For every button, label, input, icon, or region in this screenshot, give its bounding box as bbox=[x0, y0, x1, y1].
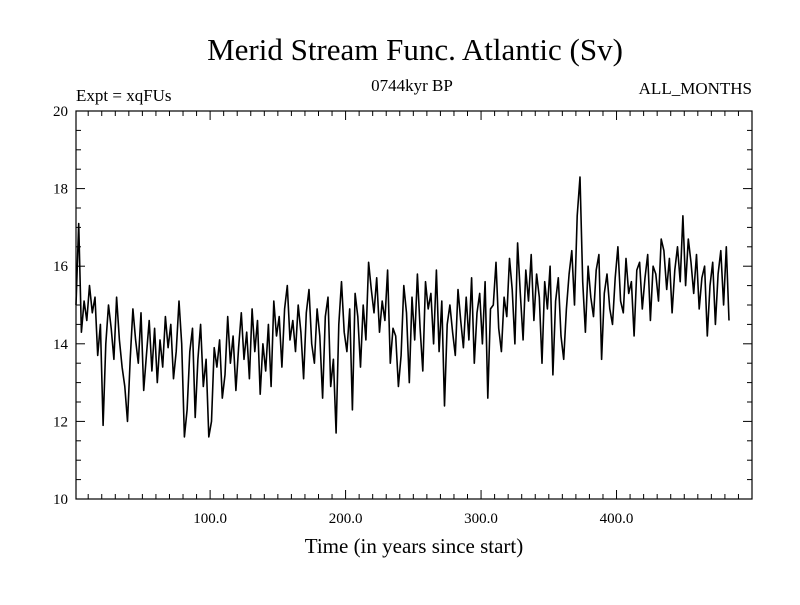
x-tick-label: 400.0 bbox=[600, 511, 634, 527]
x-tick-label: 300.0 bbox=[464, 511, 498, 527]
axis-tick-labels: 100.0 200.0 300.0 400.0 10 12 14 16 18 20 bbox=[53, 104, 633, 527]
y-tick-label: 12 bbox=[53, 414, 68, 430]
experiment-label: Expt = xqFUs bbox=[76, 86, 172, 105]
x-axis-label: Time (in years since start) bbox=[305, 534, 524, 558]
x-tick-label: 200.0 bbox=[329, 511, 363, 527]
period-label: 0744kyr BP bbox=[371, 76, 453, 95]
y-tick-label: 20 bbox=[53, 104, 68, 120]
plot-frame bbox=[75, 110, 753, 500]
x-tick-label: 100.0 bbox=[193, 511, 227, 527]
y-tick-label: 18 bbox=[53, 182, 68, 198]
y-tick-label: 16 bbox=[53, 259, 69, 275]
series-line bbox=[75, 176, 730, 438]
y-tick-label: 10 bbox=[53, 492, 68, 508]
chart-title: Merid Stream Func. Atlantic (Sv) bbox=[207, 32, 623, 67]
y-tick-label: 14 bbox=[53, 337, 69, 353]
months-label: ALL_MONTHS bbox=[639, 79, 752, 98]
